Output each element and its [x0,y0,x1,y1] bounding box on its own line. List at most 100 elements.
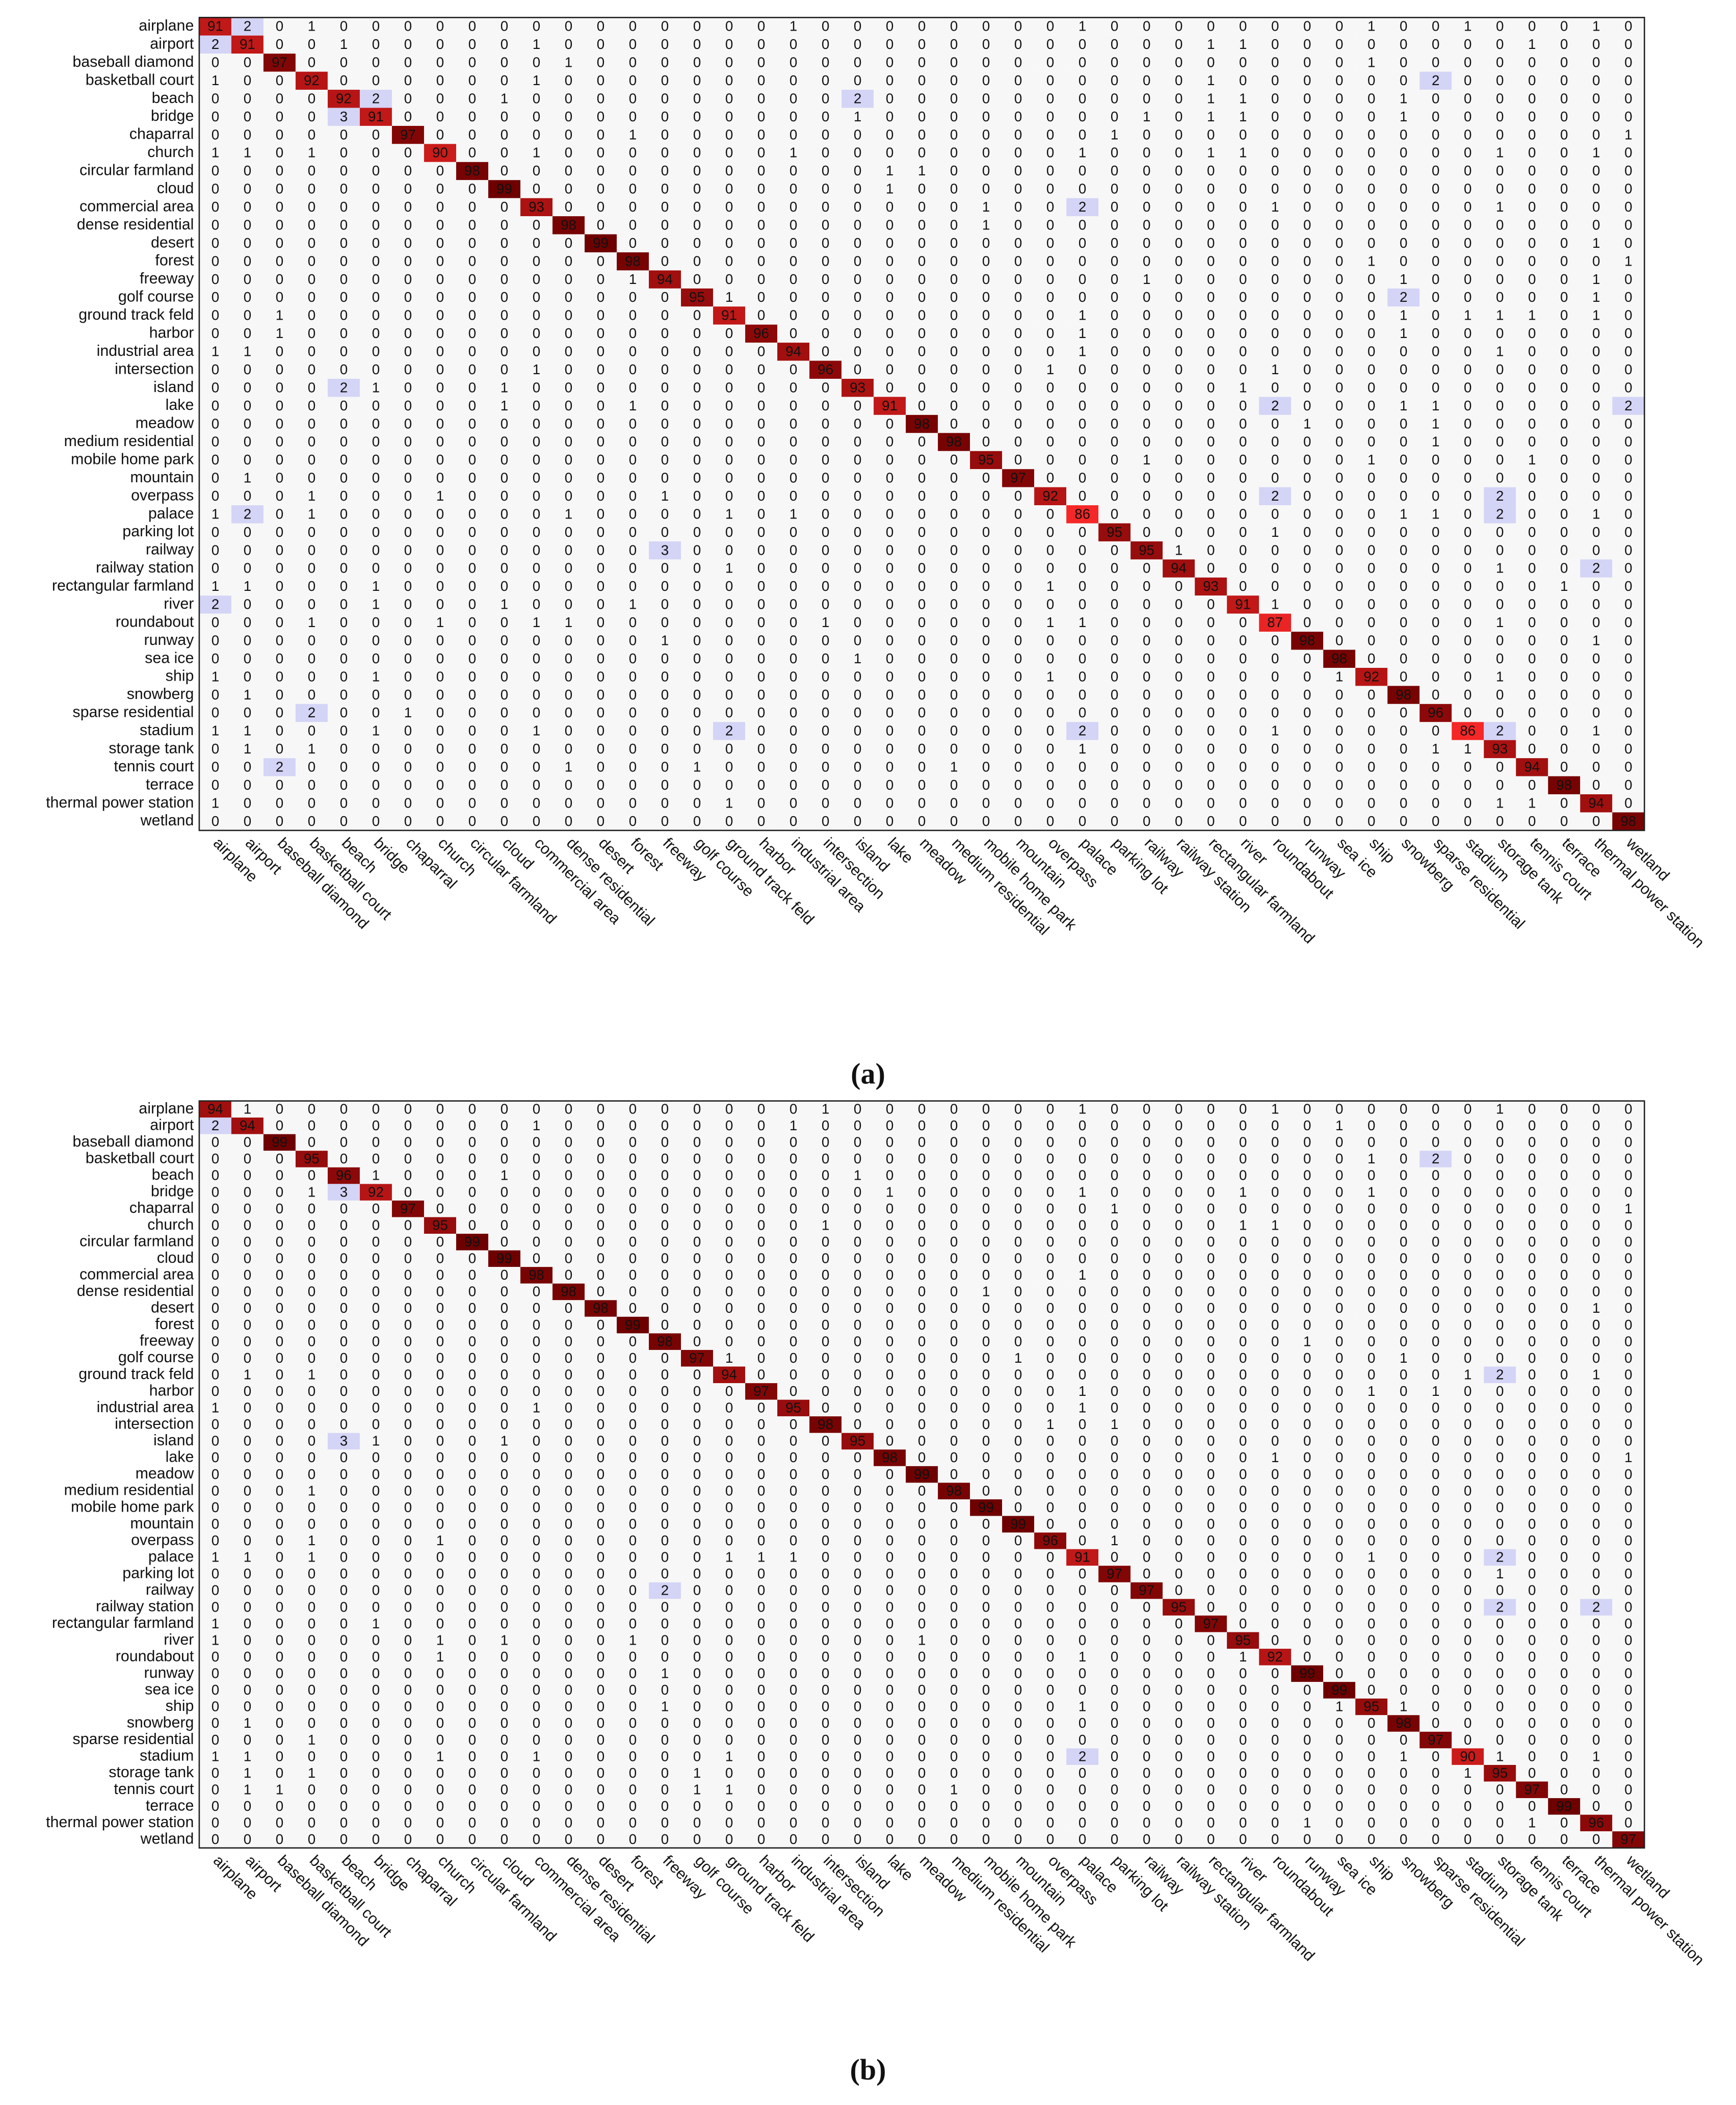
cell-value: 0 [1560,398,1568,413]
cell-value: 0 [1432,344,1439,359]
cell-value: 0 [1303,687,1311,703]
cell-value: 0 [1111,307,1118,323]
cell-value: 0 [436,1184,444,1200]
cell-value: 0 [1271,1134,1279,1150]
cell-value: 0 [757,434,765,450]
cell-value: 0 [1464,1151,1471,1166]
cell-value: 0 [822,18,829,34]
cell-value: 0 [340,1134,348,1150]
cell-value: 0 [757,759,765,775]
cell-value: 1 [1496,199,1504,215]
cell-value: 0 [597,1201,604,1216]
cell-value: 0 [436,307,444,323]
cell [1452,35,1484,54]
cell-value: 0 [854,687,861,703]
cell-value: 0 [1592,741,1600,757]
cell-value: 0 [436,1101,444,1116]
cell-value: 0 [693,560,701,576]
cell-value: 0 [212,1167,219,1183]
cell-value: 0 [308,415,315,431]
cell-value: 0 [1560,181,1568,197]
cell-value: 0 [372,163,380,178]
cell-value: 0 [1079,1217,1086,1233]
cell-value: 0 [661,1167,669,1183]
row-label: church [147,144,194,161]
cell-value: 0 [1014,452,1022,467]
cell-value: 0 [757,1151,765,1166]
cell-value: 0 [1335,687,1343,703]
cell-value: 0 [757,1184,765,1200]
cell-value: 0 [950,1217,958,1233]
cell-value: 0 [918,126,926,142]
cell-value: 0 [1432,109,1439,124]
cell-value: 0 [1111,813,1118,829]
cell-value: 0 [501,1101,508,1116]
cell-value: 0 [533,1134,540,1150]
cell [1387,35,1420,54]
cell-value: 0 [1046,415,1054,431]
cell-value: 0 [982,181,990,197]
cell-value: 0 [308,307,315,323]
cell-value: 0 [1400,199,1407,215]
cell-value: 94 [1588,795,1604,811]
cell-value: 0 [1111,217,1118,232]
cell-value: 0 [1207,1101,1215,1116]
cell-value: 0 [1432,1201,1439,1216]
cell-value: 0 [1464,325,1471,341]
cell-value: 0 [1432,488,1439,504]
cell-value: 0 [1014,1201,1022,1216]
cell [1163,17,1195,36]
cell-value: 0 [565,777,572,793]
cell-value: 0 [661,217,669,232]
cell-value: 0 [276,289,283,305]
cell-value: 0 [1175,163,1182,178]
cell-value: 0 [1624,705,1632,720]
cell-value: 1 [982,217,990,232]
cell-value: 0 [1592,415,1600,431]
cell-value: 0 [1624,524,1632,540]
cell-value: 0 [308,55,315,70]
cell-value: 0 [918,614,926,630]
cell-value: 96 [753,325,769,341]
cell-value: 98 [464,163,480,178]
cell-value: 0 [661,379,669,395]
cell-value: 0 [1143,36,1150,52]
cell-value: 0 [501,72,508,88]
cell-value: 0 [886,668,893,684]
cell-value: 0 [1046,560,1054,576]
cell-value: 0 [1079,651,1086,666]
cell-value: 1 [1528,36,1536,52]
cell-value: 0 [1367,1217,1375,1233]
cell-value: 0 [565,560,572,576]
cell-value: 0 [244,181,251,197]
cell-value: 0 [308,434,315,450]
cell-value: 0 [597,55,604,70]
cell-value: 1 [501,398,508,413]
cell-value: 0 [565,1118,572,1133]
cell-value: 0 [693,1151,701,1166]
cell-value: 1 [1528,795,1536,811]
cell-value: 0 [661,705,669,720]
cell-value: 0 [1528,361,1536,377]
cell-value: 0 [1175,325,1182,341]
cell-value: 0 [1143,705,1150,720]
cell-value: 0 [1624,181,1632,197]
cell-value: 0 [1271,72,1279,88]
cell-value: 0 [725,235,733,251]
cell-value: 0 [1143,55,1150,70]
cell-value: 0 [629,1118,637,1133]
cell-value: 1 [372,668,380,684]
cell-value: 1 [1367,1151,1375,1166]
cell-value: 0 [1046,90,1054,106]
cell-value: 0 [501,777,508,793]
cell-value: 0 [1464,488,1471,504]
cell-value: 0 [1592,72,1600,88]
cell-value: 0 [1239,361,1247,377]
cell-value: 0 [1046,687,1054,703]
cell-value: 0 [1303,1134,1311,1150]
cell-value: 1 [790,506,797,522]
cell-value: 2 [1271,398,1279,413]
cell-value: 0 [1496,361,1504,377]
cell-value: 0 [1175,1201,1182,1216]
cell-value: 1 [1335,1118,1343,1133]
